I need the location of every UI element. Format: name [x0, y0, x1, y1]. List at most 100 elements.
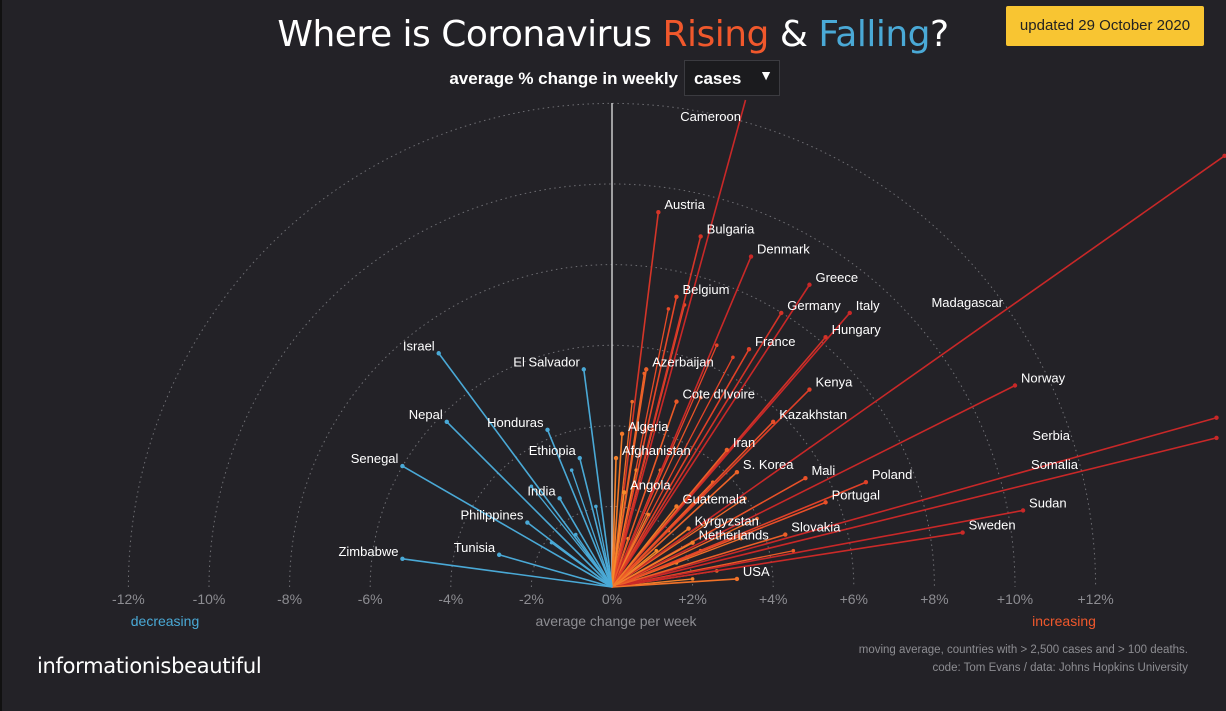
metric-select[interactable]: cases ▼ [684, 60, 780, 96]
ray-bulgaria[interactable] [611, 236, 702, 588]
ray-senegal[interactable] [402, 465, 613, 588]
point-azerbaijan[interactable] [644, 367, 649, 372]
ray-azerbaijan[interactable] [611, 369, 648, 588]
country-label-israel: Israel [403, 338, 435, 353]
point-greece[interactable] [807, 282, 812, 287]
ray-cote-d-ivoire[interactable] [611, 401, 678, 588]
point-iran[interactable] [724, 447, 730, 453]
point-serbia[interactable] [1214, 415, 1219, 420]
point-portugal[interactable] [823, 500, 828, 505]
country-label-italy: Italy [856, 298, 880, 313]
ray-slovakia[interactable] [611, 533, 786, 588]
point-zimbabwe[interactable] [400, 556, 405, 561]
ray-angola[interactable] [611, 492, 625, 588]
point-kyrgyzstan[interactable] [686, 526, 691, 531]
point-denmark[interactable] [748, 254, 754, 259]
ray-zimbabwe[interactable] [402, 557, 613, 588]
ray-guatemala[interactable] [611, 505, 678, 588]
ray-philippines[interactable] [526, 521, 613, 588]
point-germany[interactable] [779, 310, 784, 316]
ray-serbia[interactable] [611, 416, 1217, 588]
country-label-guatemala: Guatemala [682, 491, 746, 506]
point-honduras[interactable] [545, 427, 550, 433]
ray-madagascar[interactable] [611, 155, 1226, 588]
country-label-kyrgyzstan: Kyrgyzstan [695, 514, 759, 529]
point-belgium[interactable] [674, 294, 679, 300]
point-hungary[interactable] [823, 334, 828, 340]
ray-ethiopia[interactable] [578, 457, 613, 588]
point-france[interactable] [746, 347, 752, 352]
point-nepal[interactable] [444, 419, 449, 424]
grid-ring-6 [369, 344, 855, 588]
ray-sudan[interactable] [611, 509, 1024, 588]
ray-denmark[interactable] [611, 256, 752, 588]
ray-point [569, 468, 574, 472]
ray-sweden[interactable] [611, 531, 963, 588]
point-netherlands[interactable] [690, 540, 695, 545]
ray-somalia[interactable] [611, 437, 1217, 588]
point-austria[interactable] [656, 210, 661, 215]
ray-netherlands[interactable] [611, 541, 693, 588]
title-amp: & [768, 14, 819, 55]
point-norway[interactable] [1012, 383, 1018, 388]
point-kazakhstan[interactable] [771, 419, 776, 424]
point-s-korea[interactable] [734, 469, 740, 475]
ray-el-salvador[interactable] [582, 369, 613, 588]
country-label-mali: Mali [811, 463, 835, 478]
ray-greece[interactable] [611, 284, 811, 588]
ray-belgium[interactable] [611, 296, 678, 588]
ray-point [739, 536, 743, 541]
country-label-azerbaijan: Azerbaijan [652, 354, 713, 369]
page-title: Where is Coronavirus Rising & Falling? [0, 14, 1226, 55]
ray-point [646, 512, 651, 517]
point-algeria[interactable] [619, 431, 625, 437]
ray-algeria[interactable] [611, 433, 623, 588]
ray-s-korea[interactable] [611, 471, 738, 588]
point-usa[interactable] [734, 576, 740, 582]
point-slovakia[interactable] [783, 532, 788, 537]
point-madagascar[interactable] [1222, 153, 1226, 158]
point-sweden[interactable] [960, 530, 965, 535]
point-mali[interactable] [803, 475, 808, 481]
point-cote-d-ivoire[interactable] [674, 399, 679, 404]
ray-tunisia[interactable] [498, 553, 613, 588]
ray-kyrgyzstan[interactable] [611, 527, 690, 588]
title-rising: Rising [662, 14, 769, 55]
ray-portugal[interactable] [611, 501, 826, 588]
x-tick: -4% [438, 591, 463, 607]
point-afghanistan[interactable] [613, 455, 619, 461]
point-sudan[interactable] [1020, 508, 1026, 513]
ray-afghanistan[interactable] [611, 458, 617, 588]
ray-norway[interactable] [611, 384, 1016, 588]
point-tunisia[interactable] [496, 552, 502, 557]
point-angola[interactable] [621, 490, 627, 495]
subtitle-row: average % change in weekly cases ▼ [0, 60, 1226, 98]
ray-israel[interactable] [438, 352, 613, 588]
ray-india[interactable] [558, 497, 613, 588]
point-bulgaria[interactable] [698, 234, 703, 239]
country-label-zimbabwe: Zimbabwe [338, 544, 398, 559]
point-el-salvador[interactable] [581, 367, 586, 372]
ray-cameroon[interactable] [611, 99, 747, 588]
ray-kazakhstan[interactable] [611, 421, 774, 588]
ray-honduras[interactable] [546, 429, 613, 588]
point-somalia[interactable] [1214, 435, 1219, 441]
point-poland[interactable] [863, 480, 869, 485]
ray-nepal[interactable] [446, 421, 613, 588]
ray-germany[interactable] [611, 312, 782, 588]
point-kenya[interactable] [807, 387, 812, 392]
brand-logo[interactable]: informationisbeautiful [37, 654, 262, 678]
point-senegal[interactable] [400, 463, 405, 469]
point-guatemala[interactable] [674, 504, 679, 509]
country-label-iran: Iran [733, 435, 755, 450]
point-israel[interactable] [436, 351, 441, 356]
ray-usa[interactable] [611, 578, 737, 588]
ray-france[interactable] [611, 348, 750, 588]
point-philippines[interactable] [525, 520, 530, 525]
country-label-nepal: Nepal [409, 407, 443, 422]
point-india[interactable] [557, 496, 562, 501]
point-ethiopia[interactable] [577, 455, 582, 461]
point-italy[interactable] [847, 310, 852, 316]
country-label-norway: Norway [1021, 371, 1066, 386]
